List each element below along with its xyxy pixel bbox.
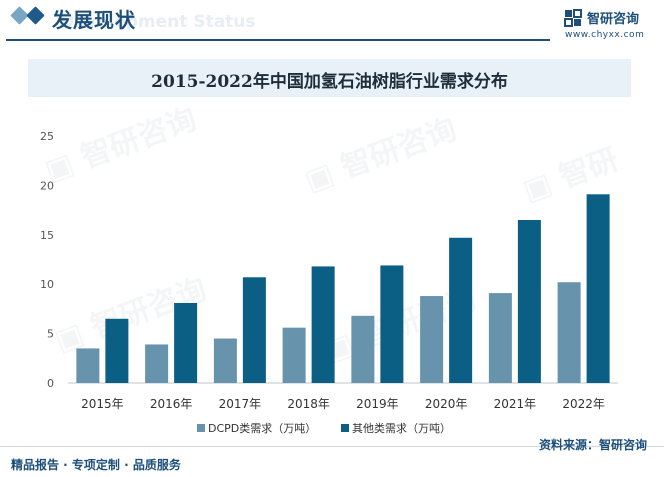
legend-swatch-series-1 (197, 424, 205, 432)
chart-legend: DCPD类需求（万吨） 其他类需求（万吨） (0, 420, 664, 440)
x-tick-label: 2021年 (494, 397, 537, 411)
legend-item-series-2: 其他类需求（万吨） (341, 420, 451, 436)
page-header: Development Status 发展现状 智研咨询 www.chyxx.c… (0, 0, 664, 44)
source-note: 资料来源：智研咨询 (538, 438, 647, 452)
x-tick-label: 2015年 (81, 397, 124, 411)
bar-series-2 (105, 318, 129, 383)
chart-title: 2015-2022年中国加氢石油树脂行业需求分布 (151, 72, 508, 92)
bar-series-2 (380, 265, 404, 383)
legend-swatch-series-2 (341, 424, 349, 432)
y-tick-label: 5 (47, 328, 54, 341)
section-title: 发展现状 (52, 8, 136, 32)
bar-series-1 (145, 344, 169, 383)
y-tick-label: 10 (40, 278, 54, 291)
bar-series-2 (174, 302, 198, 383)
bar-series-2 (242, 277, 266, 383)
bar-series-1 (213, 338, 237, 383)
x-tick-label: 2016年 (150, 397, 193, 411)
legend-label-series-1: DCPD类需求（万吨） (208, 422, 317, 435)
header-divider (6, 39, 550, 41)
brand-logo-icon (564, 9, 582, 27)
x-tick-label: 2018年 (287, 397, 330, 411)
chart-title-band: 2015-2022年中国加氢石油树脂行业需求分布 (28, 59, 631, 97)
x-tick-label: 2020年 (425, 397, 468, 411)
y-tick-label: 0 (47, 377, 54, 390)
bar-series-2 (586, 194, 610, 383)
page-footer: 精品报告 · 专项定制 · 品质服务 资料来源：智研咨询 (0, 438, 664, 477)
bar-series-1 (488, 293, 512, 383)
y-tick-label: 25 (40, 130, 54, 143)
bar-series-1 (557, 282, 581, 383)
x-tick-label: 2019年 (356, 397, 399, 411)
y-tick-label: 20 (40, 179, 54, 192)
bar-series-2 (311, 266, 335, 383)
header-watermark: Development Status (60, 12, 256, 32)
brand-name: 智研咨询 (587, 12, 640, 27)
x-tick-label: 2022年 (562, 397, 605, 411)
legend-label-series-2: 其他类需求（万吨） (352, 422, 451, 435)
bar-series-2 (449, 237, 473, 383)
bar-chart: 0 5 10 15 20 25 2015年 2016年 2017年 2018年 2019年 2020年… (40, 130, 618, 411)
footer-slogan: 精品报告 · 专项定制 · 品质服务 (11, 458, 181, 472)
legend-item-series-1: DCPD类需求（万吨） (197, 420, 316, 436)
x-tick-label: 2017年 (219, 397, 262, 411)
bar-series-1 (76, 348, 100, 383)
bar-series-1 (282, 327, 306, 383)
bar-series-2 (517, 219, 541, 383)
y-tick-label: 15 (40, 229, 54, 242)
bar-series-1 (351, 315, 375, 383)
brand-url: www.chyxx.com (565, 30, 645, 40)
bar-series-1 (420, 296, 444, 383)
